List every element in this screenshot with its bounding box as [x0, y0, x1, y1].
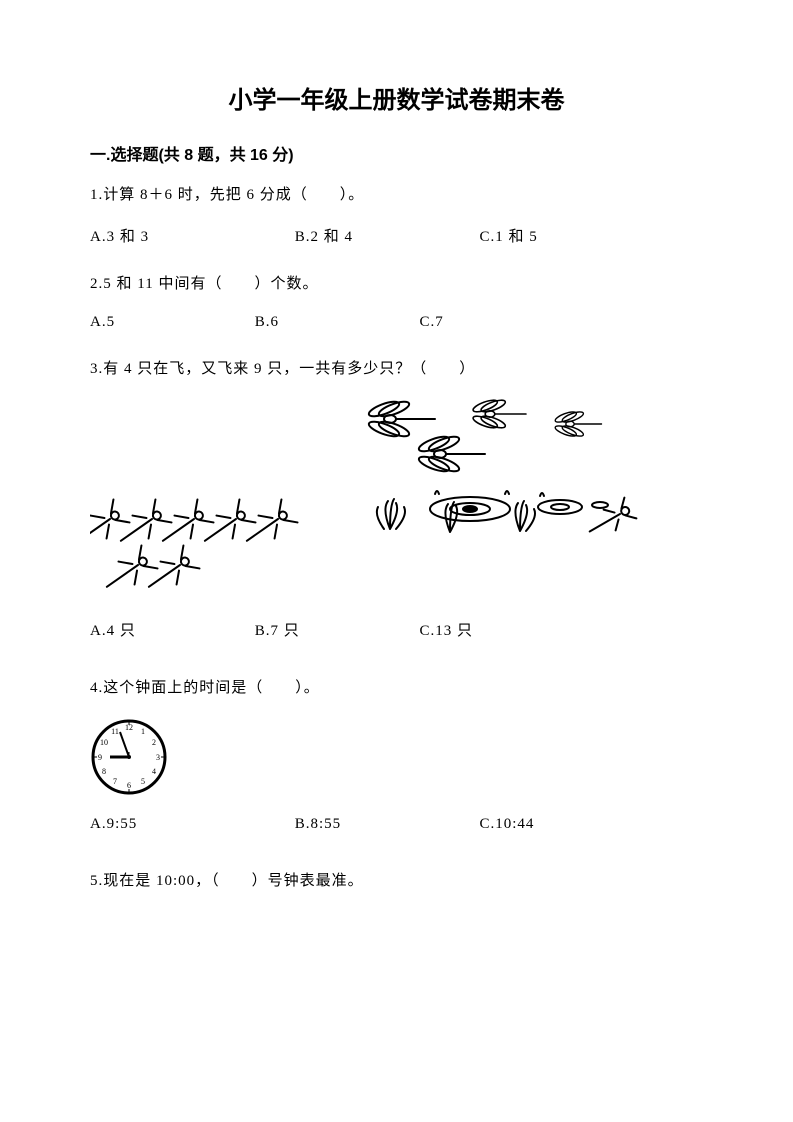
question-1: 1.计算 8＋6 时，先把 6 分成（ ）。 [90, 183, 703, 207]
question-4: 4.这个钟面上的时间是（ ）。 [90, 676, 703, 700]
q2-option-b: B.6 [255, 314, 415, 331]
page-title: 小学一年级上册数学试卷期末卷 [90, 80, 703, 115]
question-1-options: A.3 和 3 B.2 和 4 C.1 和 5 [90, 225, 703, 246]
clock-svg: 12 1 2 3 4 5 6 7 8 9 10 11 [90, 718, 168, 796]
svg-text:1: 1 [141, 727, 145, 736]
exam-page: 小学一年级上册数学试卷期末卷 一.选择题(共 8 题，共 16 分) 1.计算 … [0, 0, 793, 971]
svg-text:8: 8 [102, 767, 106, 776]
svg-text:5: 5 [141, 777, 145, 786]
question-2: 2.5 和 11 中间有（ ）个数。 [90, 272, 703, 296]
q4-option-b: B.8:55 [295, 816, 475, 833]
svg-text:9: 9 [98, 753, 102, 762]
svg-text:2: 2 [152, 738, 156, 747]
q1-option-b: B.2 和 4 [295, 225, 475, 246]
q3-option-c: C.13 只 [420, 619, 580, 640]
q1-option-a: A.3 和 3 [90, 225, 290, 246]
q3-option-a: A.4 只 [90, 619, 250, 640]
q3-option-b: B.7 只 [255, 619, 415, 640]
dragonfly-svg [90, 399, 650, 599]
q2-option-c: C.7 [420, 314, 580, 331]
dragonfly-illustration [90, 399, 650, 599]
clock-illustration: 12 1 2 3 4 5 6 7 8 9 10 11 [90, 718, 168, 796]
question-2-options: A.5 B.6 C.7 [90, 314, 703, 331]
q4-option-c: C.10:44 [480, 816, 630, 833]
question-4-options: A.9:55 B.8:55 C.10:44 [90, 816, 703, 833]
svg-text:4: 4 [152, 767, 156, 776]
question-3: 3.有 4 只在飞，又飞来 9 只，一共有多少只？（ ） [90, 357, 703, 381]
svg-text:11: 11 [111, 727, 119, 736]
q2-option-a: A.5 [90, 314, 250, 331]
question-5: 5.现在是 10:00，（ ）号钟表最准。 [90, 869, 703, 893]
q4-option-a: A.9:55 [90, 816, 290, 833]
svg-text:6: 6 [127, 781, 131, 790]
svg-text:10: 10 [100, 738, 108, 747]
svg-text:7: 7 [113, 777, 117, 786]
q1-option-c: C.1 和 5 [480, 225, 630, 246]
section-heading: 一.选择题(共 8 题，共 16 分) [90, 141, 703, 165]
question-3-options: A.4 只 B.7 只 C.13 只 [90, 619, 703, 640]
svg-text:3: 3 [156, 753, 160, 762]
